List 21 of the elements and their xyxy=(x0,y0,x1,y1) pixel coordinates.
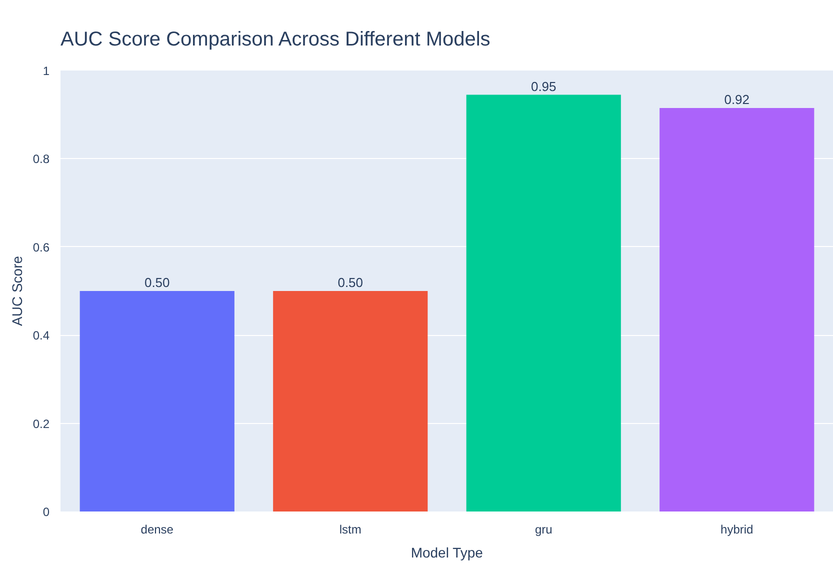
x-axis-title: Model Type xyxy=(410,544,484,560)
y-tick-label: 0.4 xyxy=(32,328,50,343)
y-tick-label: 0.8 xyxy=(32,152,50,166)
x-tick-label: lstm xyxy=(339,522,362,536)
data-label: 0.92 xyxy=(724,92,750,107)
data-label: 0.50 xyxy=(338,275,364,290)
x-tick-label: gru xyxy=(534,522,552,536)
data-label: 0.95 xyxy=(530,78,556,94)
data-label: 0.50 xyxy=(144,275,170,290)
y-tick-label: 1 xyxy=(42,64,50,78)
bar xyxy=(80,291,234,512)
y-tick-label: 0.2 xyxy=(32,416,50,431)
bar xyxy=(466,94,621,512)
chart-title: AUC Score Comparison Across Different Models xyxy=(60,28,490,50)
x-tick-label: dense xyxy=(140,522,174,536)
y-axis-title: AUC Score xyxy=(8,256,25,326)
bar xyxy=(273,291,428,512)
y-tick-label: 0 xyxy=(42,505,50,519)
y-tick-label: 0.6 xyxy=(32,240,50,254)
bar xyxy=(660,108,814,512)
x-tick-label: hybrid xyxy=(720,522,754,536)
